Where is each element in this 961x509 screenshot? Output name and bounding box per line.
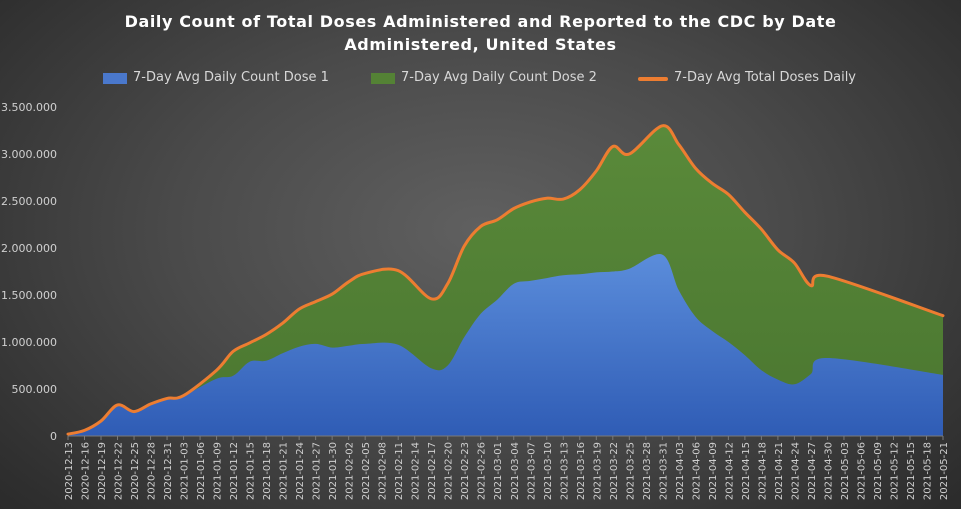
- y-tick-label: 3.000.000: [1, 148, 57, 161]
- x-tick-label: 2021-01-30: [328, 442, 339, 500]
- x-tick-label: 2020-12-19: [97, 442, 108, 500]
- y-tick-label: 1.000.000: [1, 336, 57, 349]
- y-tick-label: 500.000: [12, 383, 58, 396]
- x-tick-label: 2021-05-18: [922, 442, 933, 500]
- x-tick-label: 2021-03-28: [642, 442, 653, 500]
- x-tick-label: 2021-02-11: [394, 442, 405, 500]
- x-tick-label: 2021-03-10: [543, 442, 554, 500]
- x-tick-label: 2021-01-06: [196, 442, 207, 500]
- x-tick-label: 2021-03-19: [592, 442, 603, 500]
- x-tick-label: 2020-12-16: [81, 442, 92, 500]
- legend-swatch-dose2: [371, 73, 395, 84]
- x-tick-label: 2020-12-13: [64, 442, 75, 500]
- x-tick-label: 2021-02-17: [427, 442, 438, 500]
- y-tick-label: 2.000.000: [1, 242, 57, 255]
- x-tick-label: 2021-01-18: [262, 442, 273, 500]
- y-tick-label: 0: [50, 430, 57, 443]
- x-tick-label: 2021-05-09: [873, 442, 884, 500]
- x-tick-label: 2021-01-12: [229, 442, 240, 500]
- x-tick-label: 2020-12-31: [163, 442, 174, 500]
- x-tick-label: 2021-02-20: [444, 442, 455, 500]
- x-tick-label: 2020-12-25: [130, 442, 141, 500]
- y-tick-label: 3.500.000: [1, 101, 57, 114]
- x-tick-label: 2021-05-12: [889, 442, 900, 500]
- x-tick-label: 2021-04-30: [823, 442, 834, 500]
- y-tick-label: 1.500.000: [1, 289, 57, 302]
- legend-label-dose2: 7-Day Avg Daily Count Dose 2: [401, 70, 597, 85]
- x-tick-label: 2021-03-16: [576, 442, 587, 500]
- x-tick-label: 2021-01-27: [312, 442, 323, 500]
- x-tick-label: 2021-03-07: [526, 442, 537, 500]
- x-tick-label: 2021-05-03: [840, 442, 851, 500]
- x-tick-label: 2021-03-13: [559, 442, 570, 500]
- x-tick-label: 2021-01-15: [246, 442, 257, 500]
- x-tick-label: 2020-12-28: [147, 442, 158, 500]
- series-area-dose1: [68, 254, 943, 436]
- x-tick-label: 2021-02-14: [411, 442, 422, 500]
- x-tick-label: 2021-04-03: [675, 442, 686, 500]
- chart-title-line-2: Administered, United States: [344, 35, 617, 54]
- legend-label-dose1: 7-Day Avg Daily Count Dose 1: [133, 70, 329, 85]
- x-tick-label: 2021-03-22: [609, 442, 620, 500]
- x-tick-label: 2021-05-15: [906, 442, 917, 500]
- series-line-total: [66, 124, 945, 436]
- legend-swatch-total: [638, 77, 668, 81]
- x-tick-label: 2021-04-18: [757, 442, 768, 500]
- x-tick-label: 2021-01-24: [295, 442, 306, 500]
- x-tick-label: 2021-05-06: [856, 442, 867, 500]
- x-tick-label: 2021-03-04: [510, 442, 521, 500]
- x-tick-label: 2021-01-03: [180, 442, 191, 500]
- x-tick-label: 2021-03-25: [625, 442, 636, 500]
- x-tick-label: 2021-04-21: [774, 442, 785, 500]
- x-tick-label: 2021-01-09: [213, 442, 224, 500]
- x-tick-label: 2021-05-21: [939, 442, 950, 500]
- x-tick-label: 2020-12-22: [114, 442, 125, 500]
- x-tick-label: 2021-02-05: [361, 442, 372, 500]
- x-tick-label: 2021-04-15: [741, 442, 752, 500]
- x-tick-label: 2021-02-08: [378, 442, 389, 500]
- x-tick-label: 2021-02-23: [460, 442, 471, 500]
- legend-label-total: 7-Day Avg Total Doses Daily: [674, 70, 856, 85]
- y-tick-label: 2.500.000: [1, 195, 57, 208]
- chart-title-line-1: Daily Count of Total Doses Administered …: [124, 12, 837, 31]
- legend: 7-Day Avg Daily Count Dose 1 7-Day Avg D…: [0, 70, 961, 90]
- x-tick-label: 2021-02-26: [477, 442, 488, 500]
- x-tick-label: 2021-04-12: [724, 442, 735, 500]
- x-tick-label: 2021-02-02: [345, 442, 356, 500]
- x-tick-label: 2021-03-01: [493, 442, 504, 500]
- x-tick-label: 2021-04-09: [708, 442, 719, 500]
- x-tick-label: 2021-04-24: [790, 442, 801, 500]
- x-tick-label: 2021-04-06: [691, 442, 702, 500]
- x-tick-label: 2021-01-21: [279, 442, 290, 500]
- legend-swatch-dose1: [103, 73, 127, 84]
- x-tick-label: 2021-04-27: [807, 442, 818, 500]
- x-tick-label: 2021-03-31: [658, 442, 669, 500]
